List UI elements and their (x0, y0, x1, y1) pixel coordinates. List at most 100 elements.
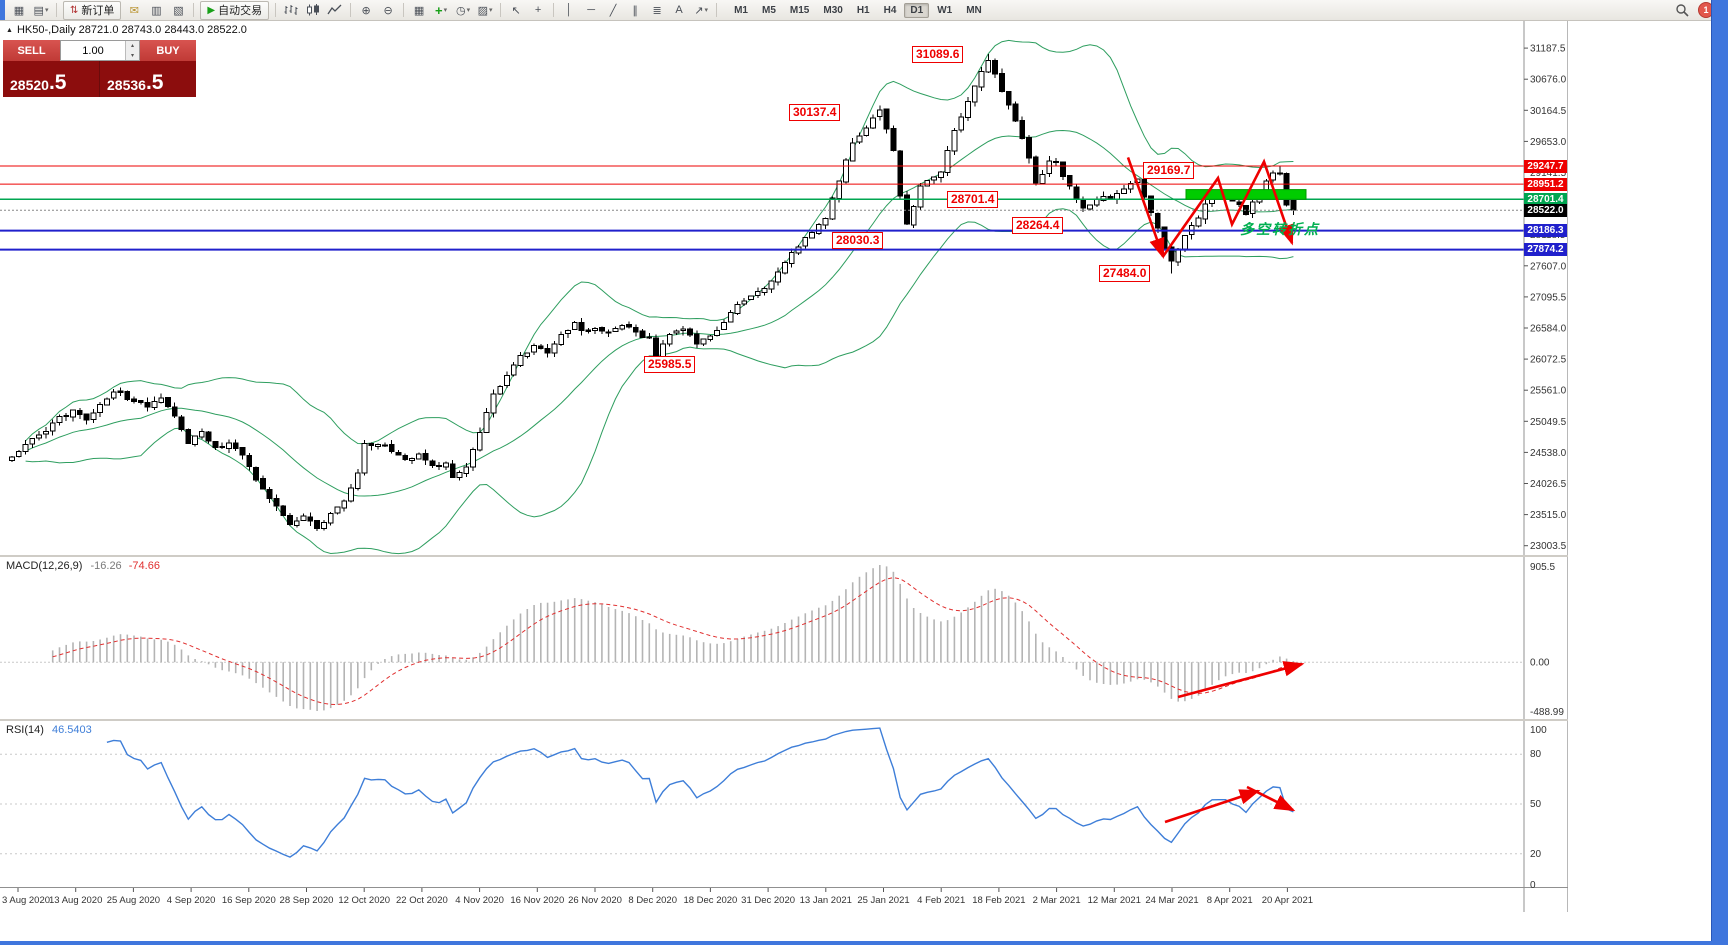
periods-icon[interactable]: ◷ ▾ (456, 4, 471, 17)
trend-arrows (1126, 156, 1294, 259)
vline-icon[interactable]: │ (565, 4, 573, 16)
macd-name: MACD(12,26,9) (6, 560, 83, 572)
price-callout[interactable]: 29169.7 (1143, 162, 1195, 180)
svg-text:100: 100 (1530, 725, 1547, 736)
navigator-icon[interactable]: ▧ (173, 4, 184, 17)
new-chart-icon[interactable]: ▦ (13, 4, 25, 17)
bars-chart-icon[interactable] (281, 1, 301, 19)
new-order-button[interactable]: ⇅ 新订单 (63, 0, 122, 20)
window-border-left (0, 0, 5, 20)
candles-chart-icon[interactable] (303, 1, 323, 19)
timeframe-button-m5[interactable]: M5 (762, 4, 776, 16)
toolbar-separator (500, 3, 502, 17)
price-axis-tag: 28522.0 (1524, 203, 1567, 217)
autotrading-button-label: 自动交易 (218, 5, 263, 17)
toolbar-right-group: 1 (1672, 1, 1714, 19)
buy-price-pips: .5 (145, 71, 164, 95)
indicators-icon[interactable]: + ▾ (435, 2, 448, 18)
profiles-icon[interactable]: ▤ ▾ (33, 4, 49, 17)
svg-text:2 Mar 2021: 2 Mar 2021 (1033, 895, 1081, 906)
price-axis-tag: 29247.7 (1524, 159, 1567, 173)
svg-text:4 Feb 2021: 4 Feb 2021 (917, 895, 965, 906)
trendline-icon[interactable]: ╱ (609, 4, 617, 17)
timeframe-button-h4[interactable]: H4 (883, 4, 897, 16)
macd-signal-line (52, 577, 1294, 706)
svg-text:8 Apr 2021: 8 Apr 2021 (1207, 895, 1253, 906)
new-order-button-label: 新订单 (81, 5, 115, 17)
price-axis-tag: 28951.2 (1524, 177, 1567, 191)
timeframe-button-w1[interactable]: W1 (937, 4, 953, 16)
price-callout[interactable]: 28264.4 (1012, 217, 1064, 235)
text-icon[interactable]: A (675, 4, 683, 16)
svg-text:26584.0: 26584.0 (1530, 324, 1567, 335)
volume-increase-button[interactable]: ▴ (126, 41, 139, 51)
volume-input[interactable] (61, 43, 125, 58)
market-watch-icon[interactable]: ▥ (151, 4, 162, 17)
fibo-icon[interactable]: ≣ (652, 4, 662, 17)
svg-text:0.00: 0.00 (1530, 658, 1550, 669)
tile-windows-icon[interactable]: ▦ (413, 4, 425, 17)
price-callout[interactable]: 30137.4 (789, 103, 841, 121)
sell-price[interactable]: 28520 .5 (3, 61, 99, 97)
price-callout[interactable]: 31089.6 (912, 45, 964, 63)
buy-price[interactable]: 28536 .5 (99, 61, 196, 97)
rsi-trend-arrow (1164, 789, 1261, 824)
search-icon[interactable] (1673, 1, 1693, 19)
templates-icon[interactable]: ▨ ▾ (477, 4, 493, 17)
timeframe-button-m1[interactable]: M1 (734, 4, 748, 16)
zoom-out-icon[interactable]: ⊖ (383, 4, 393, 17)
svg-text:4 Sep 2020: 4 Sep 2020 (167, 895, 216, 906)
svg-text:50: 50 (1530, 799, 1542, 810)
annotation-text[interactable]: 多空转折点 (1240, 220, 1320, 237)
svg-text:24 Mar 2021: 24 Mar 2021 (1145, 895, 1198, 906)
price-callout[interactable]: 28701.4 (947, 190, 999, 208)
autotrading-button[interactable]: ▶ 自动交易 (200, 0, 270, 20)
buy-button[interactable]: BUY (140, 40, 196, 61)
zoom-in-icon[interactable]: ⊕ (361, 4, 371, 17)
svg-text:16 Nov 2020: 16 Nov 2020 (510, 895, 564, 906)
rsi-name: RSI(14) (6, 724, 44, 736)
sell-price-pips: .5 (48, 71, 67, 95)
alerts-icon[interactable]: ✉ (129, 4, 139, 17)
arrows-icon[interactable]: ↗ ▾ (694, 4, 708, 17)
sell-button[interactable]: SELL (3, 40, 60, 61)
hline-icon[interactable]: ─ (587, 4, 595, 16)
timeframe-button-mn[interactable]: MN (966, 4, 982, 16)
crosshair-icon[interactable]: + (534, 4, 542, 16)
volume-spinner: ▴ ▾ (125, 41, 139, 60)
svg-text:27607.0: 27607.0 (1530, 261, 1567, 272)
price-axis-tag: 28186.3 (1524, 224, 1567, 238)
svg-text:26 Nov 2020: 26 Nov 2020 (568, 895, 622, 906)
svg-text:26072.5: 26072.5 (1530, 355, 1567, 366)
line-chart-icon[interactable] (325, 1, 345, 19)
price-callout[interactable]: 28030.3 (832, 231, 884, 249)
toolbar-separator (553, 3, 555, 17)
volume-decrease-button[interactable]: ▾ (126, 50, 139, 60)
price-axis-tag: 28701.4 (1524, 192, 1567, 206)
symbol-ohlc-header: ▲ HK50-,Daily 28721.0 28743.0 28443.0 28… (6, 24, 247, 36)
svg-text:25561.0: 25561.0 (1530, 386, 1567, 397)
svg-text:80: 80 (1530, 749, 1542, 760)
one-click-toggle-icon[interactable]: ▲ (6, 26, 13, 34)
svg-text:12 Mar 2021: 12 Mar 2021 (1088, 895, 1141, 906)
timeframe-toolbar: M1 M5 M15 M30 H1 H4 D1 W1 MN (727, 2, 989, 18)
price-axis[interactable]: 31187.530676.030164.529653.029141.528630… (1524, 44, 1567, 553)
timeframe-button-m30[interactable]: M30 (823, 4, 843, 16)
svg-text:29141.5: 29141.5 (1530, 168, 1567, 179)
rsi-line (106, 727, 1294, 858)
svg-text:4 Nov 2020: 4 Nov 2020 (455, 895, 504, 906)
channel-icon[interactable]: ∥ (632, 4, 638, 17)
svg-text:23515.0: 23515.0 (1530, 510, 1567, 521)
macd-main-value: -16.26 (90, 560, 122, 572)
timeframe-button-d1[interactable]: D1 (904, 2, 930, 18)
svg-text:29653.0: 29653.0 (1530, 137, 1567, 148)
cursor-icon[interactable]: ↖ (511, 4, 521, 17)
timeframe-button-m15[interactable]: M15 (789, 4, 810, 16)
svg-text:0: 0 (1530, 880, 1536, 891)
timeframe-button-h1[interactable]: H1 (856, 4, 870, 16)
buy-price-big: 28536 (107, 77, 146, 93)
price-callout[interactable]: 27484.0 (1099, 264, 1151, 282)
price-callout[interactable]: 25985.5 (644, 355, 696, 373)
